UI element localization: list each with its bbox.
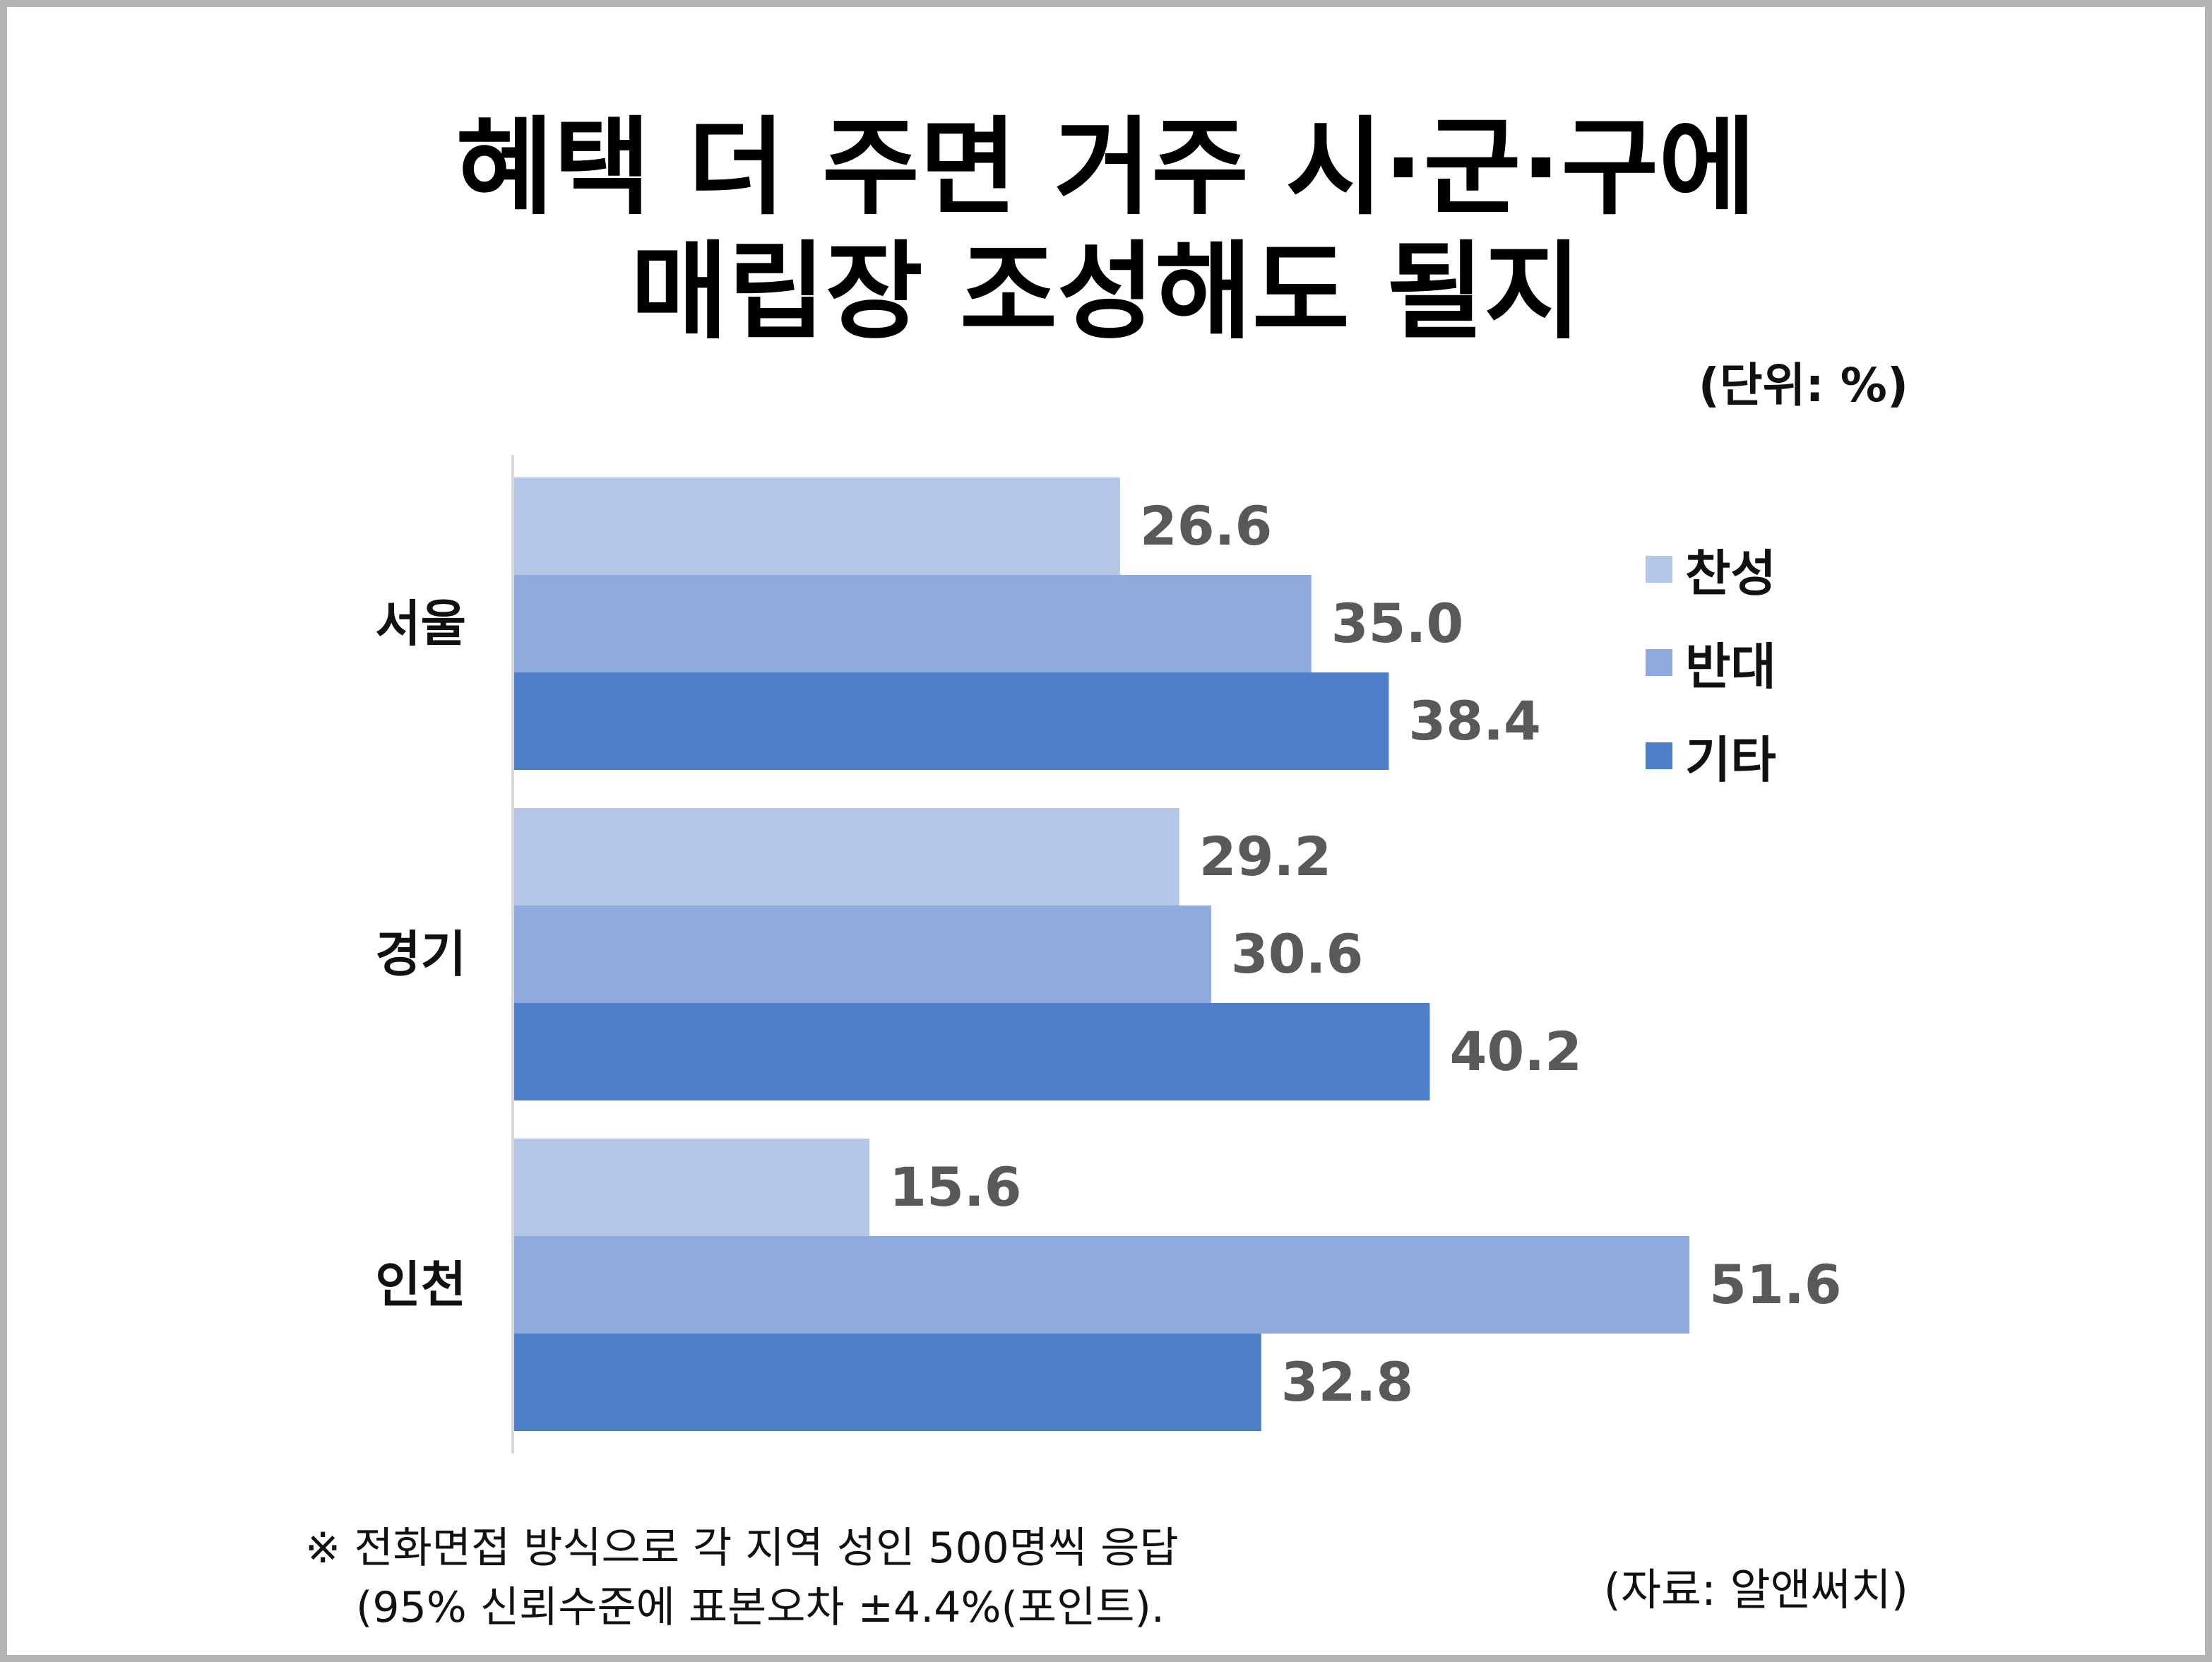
chart-title: 혜택 더 주면 거주 시·군·구에 매립장 조성해도 될지 bbox=[0, 106, 2212, 355]
legend: 찬성 반대 기타 bbox=[1646, 523, 1776, 802]
bar-서울-반대 bbox=[514, 575, 1312, 672]
value-label-경기-기타: 40.2 bbox=[1449, 1020, 1582, 1083]
bar-인천-찬성 bbox=[514, 1139, 870, 1236]
legend-item-기타: 기타 bbox=[1646, 709, 1776, 802]
unit-label: (단위: %) bbox=[1698, 358, 1908, 412]
footnote-line-1: ※ 전화면접 방식으로 각 지역 성인 500명씩 응답 bbox=[305, 1524, 1179, 1573]
bar-경기-반대 bbox=[514, 906, 1211, 1003]
bar-경기-찬성 bbox=[514, 808, 1179, 906]
bar-인천-반대 bbox=[514, 1236, 1690, 1334]
value-label-인천-반대: 51.6 bbox=[1709, 1253, 1842, 1316]
legend-label-기타: 기타 bbox=[1685, 730, 1776, 789]
value-label-서울-기타: 38.4 bbox=[1408, 689, 1541, 752]
footnote: ※ 전화면접 방식으로 각 지역 성인 500명씩 응답 (95% 신뢰수준에 … bbox=[305, 1519, 1179, 1637]
legend-item-반대: 반대 bbox=[1646, 616, 1776, 709]
source-label: (자료: 알앤써치) bbox=[1603, 1564, 1908, 1615]
legend-swatch-기타 bbox=[1646, 742, 1672, 769]
value-label-경기-반대: 30.6 bbox=[1231, 922, 1364, 985]
bar-인천-기타 bbox=[514, 1334, 1261, 1431]
category-label-경기: 경기 bbox=[375, 925, 466, 983]
legend-label-반대: 반대 bbox=[1685, 637, 1776, 696]
value-label-인천-기타: 32.8 bbox=[1281, 1351, 1414, 1413]
legend-swatch-반대 bbox=[1646, 649, 1672, 676]
bar-서울-기타 bbox=[514, 672, 1389, 770]
category-label-인천: 인천 bbox=[375, 1256, 466, 1314]
bar-서울-찬성 bbox=[514, 477, 1120, 575]
value-label-서울-반대: 35.0 bbox=[1331, 592, 1464, 655]
value-label-인천-찬성: 15.6 bbox=[889, 1156, 1022, 1218]
legend-item-찬성: 찬성 bbox=[1646, 523, 1776, 616]
legend-label-찬성: 찬성 bbox=[1685, 544, 1776, 603]
footnote-line-2: (95% 신뢰수준에 표본오차 ±4.4%(포인트). bbox=[356, 1583, 1165, 1632]
value-label-서울-찬성: 26.6 bbox=[1140, 494, 1273, 557]
title-line-1: 혜택 더 주면 거주 시·군·구에 bbox=[456, 107, 1756, 230]
value-label-경기-찬성: 29.2 bbox=[1199, 825, 1332, 888]
category-label-서울: 서울 bbox=[375, 595, 466, 653]
legend-swatch-찬성 bbox=[1646, 556, 1672, 583]
bar-경기-기타 bbox=[514, 1003, 1430, 1100]
title-line-2: 매립장 조성해도 될지 bbox=[630, 231, 1582, 354]
